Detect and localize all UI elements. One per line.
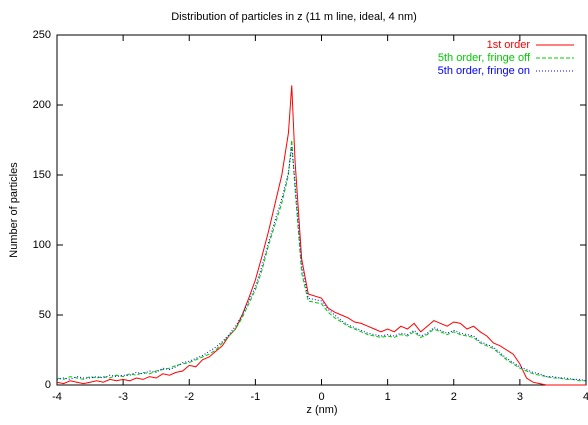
x-tick-label: -1 (250, 391, 260, 403)
x-tick-label: 2 (451, 391, 457, 403)
x-axis-label: z (nm) (306, 404, 337, 416)
series-line (56, 85, 586, 386)
x-tick-label: -3 (118, 391, 128, 403)
x-tick-label: -2 (184, 391, 194, 403)
x-tick-label: -4 (52, 391, 62, 403)
x-tick-label: 4 (583, 391, 588, 403)
legend-label: 5th order, fringe on (438, 65, 530, 77)
chart-title: Distribution of particles in z (11 m lin… (171, 11, 417, 23)
y-tick-label: 250 (33, 29, 51, 41)
y-tick-label: 100 (33, 239, 51, 251)
y-tick-label: 200 (33, 99, 51, 111)
legend-label: 5th order, fringe off (438, 52, 531, 64)
series-line (56, 139, 586, 382)
y-tick-label: 50 (39, 309, 51, 321)
plot-frame (56, 34, 587, 386)
legend-label: 1st order (487, 39, 531, 51)
y-axis-label: Number of particles (8, 162, 20, 258)
x-tick-label: 1 (385, 391, 391, 403)
x-tick-label: 0 (318, 391, 324, 403)
y-tick-label: 150 (33, 169, 51, 181)
x-tick-label: 3 (517, 391, 523, 403)
y-tick-label: 0 (45, 379, 51, 391)
series-line (56, 146, 587, 382)
